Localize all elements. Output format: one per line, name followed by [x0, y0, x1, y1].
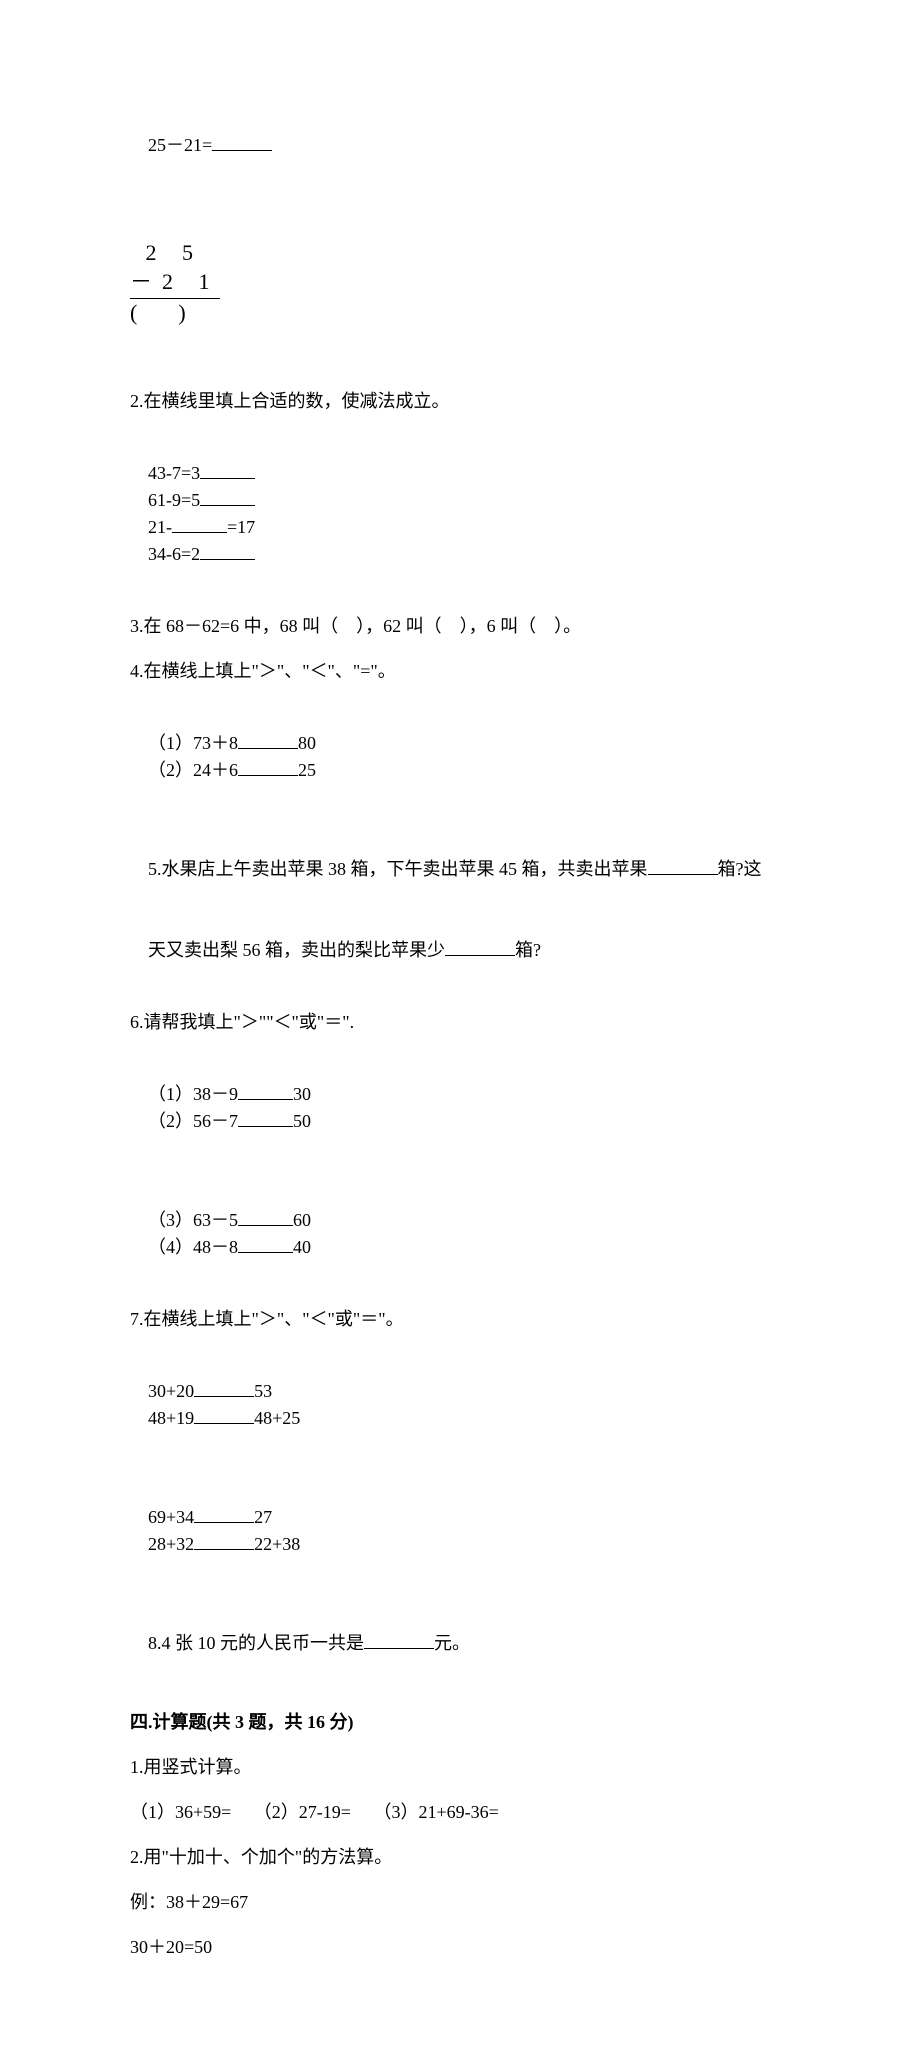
q6-r1c2-blank[interactable]	[238, 1108, 293, 1127]
s4q1-title: 1.用竖式计算。	[130, 1754, 800, 1781]
q8-blank[interactable]	[364, 1630, 434, 1649]
q4-1-post: 80	[298, 733, 316, 753]
q7-row1: 30+20 53 48+19 48+25	[130, 1351, 800, 1459]
q8-post: 元。	[434, 1633, 470, 1653]
q8-pre: 8.4 张 10 元的人民币一共是	[148, 1633, 364, 1653]
q6-r2c2-label: （4）48－8	[148, 1237, 238, 1257]
q3-text: 3.在 68－62=6 中，68 叫（ ），62 叫（ ），6 叫（ ）。	[130, 613, 800, 640]
q7-r2c1: 69+34 27	[148, 1504, 378, 1531]
calc-row-2: －2 1	[130, 268, 220, 300]
q6-r2c1: （3）63－5 60	[148, 1207, 428, 1234]
q4-title: 4.在横线上填上"＞"、"＜"、"="。	[130, 658, 800, 685]
calc-row-3: ( )	[130, 299, 220, 328]
q5-blank-1[interactable]	[648, 856, 718, 875]
q6-r1c1-label: （1）38－9	[148, 1084, 238, 1104]
worksheet-page: 25－21= 2 5 －2 1 ( ) 2.在横线里填上合适的数，使减法成立。 …	[0, 0, 920, 2059]
q7-r2c1-pre: 69+34	[148, 1507, 194, 1527]
q4-2-label: （2）24＋6	[148, 760, 238, 780]
q2-row: 43-7=3 61-9=5 21- =17 34-6=2	[130, 433, 800, 595]
q7-r2c1-post: 27	[254, 1507, 272, 1527]
q7-r1c2-pre: 48+19	[148, 1408, 194, 1428]
q6-r2c2-blank[interactable]	[238, 1234, 293, 1253]
q4-1-blank[interactable]	[238, 730, 298, 749]
q7-row2: 69+34 27 28+32 22+38	[130, 1477, 800, 1585]
q2-3-pre: 21-	[148, 517, 172, 537]
q5-line2: 天又卖出梨 56 箱，卖出的梨比苹果少 箱?	[130, 910, 800, 991]
q6-r1c1: （1）38－9 30	[148, 1081, 428, 1108]
q6-r2c1-blank[interactable]	[238, 1207, 293, 1226]
top-expression: 25－21=	[130, 105, 800, 186]
q8: 8.4 张 10 元的人民币一共是 元。	[130, 1603, 800, 1684]
section-4-heading: 四.计算题(共 3 题，共 16 分)	[130, 1709, 800, 1736]
q2-item-3: 21- =17	[148, 514, 328, 541]
q2-3-blank[interactable]	[172, 514, 227, 533]
q2-4-blank[interactable]	[200, 541, 255, 560]
q7-r2c1-blank[interactable]	[194, 1504, 254, 1523]
s4q2-example-line: 30＋20=50	[130, 1934, 800, 1961]
q2-item-4: 34-6=2	[148, 541, 255, 568]
q5-line1: 5.水果店上午卖出苹果 38 箱，下午卖出苹果 45 箱，共卖出苹果 箱?这	[130, 829, 800, 910]
expr-text: 25－21=	[148, 135, 212, 155]
q2-4-pre: 34-6=2	[148, 544, 200, 564]
q5-2a: 天又卖出梨 56 箱，卖出的梨比苹果少	[148, 940, 445, 960]
q6-r2c1-label: （3）63－5	[148, 1210, 238, 1230]
q6-r2c2: （4）48－8 40	[148, 1234, 311, 1261]
q2-2-blank[interactable]	[200, 487, 255, 506]
answer-blank[interactable]	[212, 132, 272, 151]
q2-3-post: =17	[227, 517, 255, 537]
q6-r1c2: （2）56－7 50	[148, 1108, 311, 1135]
q4-row: （1）73＋8 80 （2）24＋6 25	[130, 703, 800, 811]
q4-1-label: （1）73＋8	[148, 733, 238, 753]
q6-r1c1-post: 30	[293, 1084, 311, 1104]
q4-2-blank[interactable]	[238, 757, 298, 776]
q7-r1c2-post: 48+25	[254, 1408, 300, 1428]
q4-item-1: （1）73＋8 80	[148, 730, 468, 757]
s4q2-title: 2.用"十加十、个加个"的方法算。	[130, 1844, 800, 1871]
q2-1-pre: 43-7=3	[148, 463, 200, 483]
q7-r1c1: 30+20 53	[148, 1378, 378, 1405]
q6-r2c2-post: 40	[293, 1237, 311, 1257]
q7-r2c2-post: 22+38	[254, 1534, 300, 1554]
vertical-subtraction: 2 5 －2 1 ( )	[130, 239, 220, 328]
q7-r2c2-blank[interactable]	[194, 1531, 254, 1550]
q7-r1c1-blank[interactable]	[194, 1378, 254, 1397]
q6-title: 6.请帮我填上"＞""＜"或"＝".	[130, 1009, 800, 1036]
q6-row1: （1）38－9 30 （2）56－7 50	[130, 1054, 800, 1162]
q5-1b: 箱?这	[718, 859, 762, 879]
s4q1-items: （1）36+59= （2）27-19= （3）21+69-36=	[130, 1799, 800, 1826]
q5-1a: 5.水果店上午卖出苹果 38 箱，下午卖出苹果 45 箱，共卖出苹果	[148, 859, 648, 879]
q7-title: 7.在横线上填上"＞"、"＜"或"＝"。	[130, 1306, 800, 1333]
q5-blank-2[interactable]	[445, 937, 515, 956]
q6-r1c2-label: （2）56－7	[148, 1111, 238, 1131]
q7-r1c2: 48+19 48+25	[148, 1405, 300, 1432]
q7-r1c1-pre: 30+20	[148, 1381, 194, 1401]
q2-item-2: 61-9=5	[148, 487, 338, 514]
q5-2b: 箱?	[515, 940, 541, 960]
q4-item-2: （2）24＋6 25	[148, 757, 316, 784]
q7-r2c2: 28+32 22+38	[148, 1531, 300, 1558]
s4q2-example-label: 例：38＋29=67	[130, 1889, 800, 1916]
q2-title: 2.在横线里填上合适的数，使减法成立。	[130, 388, 800, 415]
q6-r2c1-post: 60	[293, 1210, 311, 1230]
q2-2-pre: 61-9=5	[148, 490, 200, 510]
q6-r1c2-post: 50	[293, 1111, 311, 1131]
q7-r1c1-post: 53	[254, 1381, 272, 1401]
q6-row2: （3）63－5 60 （4）48－8 40	[130, 1180, 800, 1288]
q6-r1c1-blank[interactable]	[238, 1081, 293, 1100]
q7-r2c2-pre: 28+32	[148, 1534, 194, 1554]
q2-1-blank[interactable]	[200, 460, 255, 479]
q2-item-1: 43-7=3	[148, 460, 318, 487]
calc-row-1: 2 5	[130, 239, 220, 268]
q7-r1c2-blank[interactable]	[194, 1405, 254, 1424]
q4-2-post: 25	[298, 760, 316, 780]
